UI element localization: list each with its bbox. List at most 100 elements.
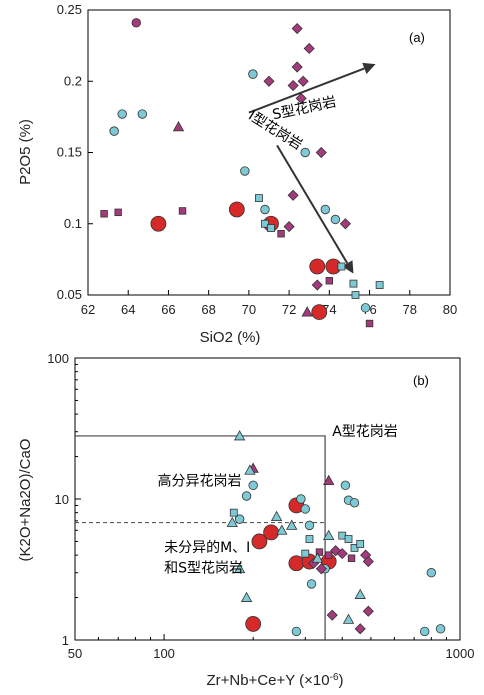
point-square-magenta (277, 230, 285, 238)
point-square-cyan (267, 224, 275, 232)
point-triangle-cyan (270, 510, 283, 522)
point-large-circle (311, 304, 328, 321)
panel-b-axis-ticks: 50 100 1000 1 10 100 (47, 351, 474, 661)
point-diamond (336, 548, 348, 560)
panel-a-x-tick-label: 72 (282, 302, 296, 317)
point-square-cyan (375, 281, 384, 289)
panel-a-x-tick-label: 64 (121, 302, 135, 317)
point-small-circle (248, 69, 258, 79)
point-diamond (291, 61, 303, 73)
point-small-circle (291, 626, 302, 637)
point-small-circle (117, 109, 127, 119)
point-triangle-cyan (276, 524, 288, 535)
point-triangle-magenta (301, 306, 313, 317)
point-diamond (287, 189, 299, 201)
point-diamond (315, 146, 327, 159)
point-square-magenta (178, 207, 187, 215)
panel-a-x-tick-label: 78 (403, 302, 417, 317)
point-square-cyan (337, 262, 346, 271)
trend-arrow-head (362, 62, 376, 75)
point-small-circle (340, 480, 351, 491)
panel-a-x-tick-label: 80 (443, 302, 457, 317)
region-label-highly-fractionated: 高分异花岗岩 (157, 472, 241, 489)
point-square-cyan (356, 540, 365, 548)
point-small-circle (137, 109, 148, 119)
region-label-a-type: A型花岗岩 (332, 424, 398, 440)
panel-b-y-tick-label: 10 (55, 492, 69, 507)
point-diamond (287, 79, 299, 92)
point-triangle-magenta (172, 121, 185, 132)
point-diamond (315, 563, 327, 575)
panel-a-x-tick-label: 68 (201, 302, 215, 317)
point-small-circle (306, 579, 317, 589)
point-small-circle (435, 624, 446, 634)
point-large-circle (288, 555, 305, 572)
point-diamond (297, 75, 309, 87)
panel-b-x-tick-label: 1000 (446, 646, 475, 661)
point-square-magenta (315, 548, 324, 556)
point-small-circle (420, 626, 430, 637)
panel-b-y-axis-label: (K2O+Na2O)/CaO (17, 439, 34, 562)
panel-b-frame (74, 357, 461, 641)
boundary-a-type (75, 435, 326, 640)
point-triangle-cyan (286, 519, 298, 530)
point-diamond (283, 221, 295, 233)
panel-b-x-tick-label: 100 (153, 646, 175, 661)
point-diamond (362, 605, 374, 617)
point-small-circle (304, 520, 315, 531)
point-square-cyan (344, 535, 353, 543)
point-small-circle (300, 147, 310, 158)
point-triangle-cyan (226, 516, 238, 528)
point-small-circle (360, 303, 371, 313)
point-triangle-cyan (311, 552, 324, 563)
point-small-circle (426, 568, 437, 578)
point-large-circle (245, 616, 262, 632)
point-square-magenta (114, 208, 122, 217)
point-square-cyan (255, 194, 263, 203)
point-small-circle (320, 204, 331, 215)
point-small-circle (349, 498, 360, 508)
point-diamond (263, 75, 275, 87)
point-square-magenta (365, 319, 374, 328)
point-diamond (326, 609, 338, 621)
panel-a-y-axis-label: P2O5 (%) (17, 119, 34, 185)
point-triangle-cyan (342, 613, 355, 624)
point-triangle-cyan (323, 529, 335, 541)
panel-a-label: (a) (409, 30, 425, 45)
point-square-cyan (261, 219, 269, 228)
point-large-circle (251, 533, 268, 550)
region-label-unfractionated-line1: 未分异的M、I (164, 540, 250, 556)
trend-arrow-shaft (248, 67, 365, 114)
point-triangle-magenta (323, 474, 335, 486)
point-small-circle-magenta (131, 18, 141, 28)
panel-a-x-tick-label: 70 (242, 302, 256, 317)
point-square-magenta (100, 210, 108, 218)
trend-arrow-shaft (276, 144, 349, 264)
panel-a-y-tick-label: 0.05 (57, 287, 82, 302)
point-square-cyan (301, 549, 310, 558)
point-triangle-cyan (244, 464, 256, 475)
panel-a-axis-ticks: 626466687072747678800.250.20.150.10.05 (57, 2, 458, 317)
panel-b-x-axis-label-sup: -6 (330, 672, 339, 683)
panel-b-data-points (226, 430, 446, 637)
point-square-cyan (305, 535, 314, 543)
point-small-circle (240, 166, 250, 176)
point-large-circle (263, 524, 280, 541)
point-small-circle (241, 491, 252, 501)
panel-a-x-tick-label: 66 (161, 302, 175, 317)
point-small-circle (234, 514, 245, 524)
point-square-cyan (349, 279, 358, 288)
panel-b-x-tick-label: 50 (68, 646, 82, 661)
point-diamond (339, 218, 351, 230)
point-square-magenta (325, 277, 334, 285)
point-diamond (303, 42, 315, 55)
panel-a-y-tick-label: 0.2 (64, 73, 82, 88)
panel-a-x-axis-label: SiO2 (%) (200, 329, 261, 346)
panel-b-field-boundaries (75, 435, 326, 640)
point-triangle-cyan (354, 588, 366, 599)
point-square-magenta (325, 551, 333, 559)
panel-a-sio2-p2o5: 626466687072747678800.250.20.150.10.05 (… (17, 2, 457, 346)
panel-a-y-tick-label: 0.15 (57, 145, 82, 160)
panel-b-x-axis-label-end: ) (339, 672, 344, 689)
